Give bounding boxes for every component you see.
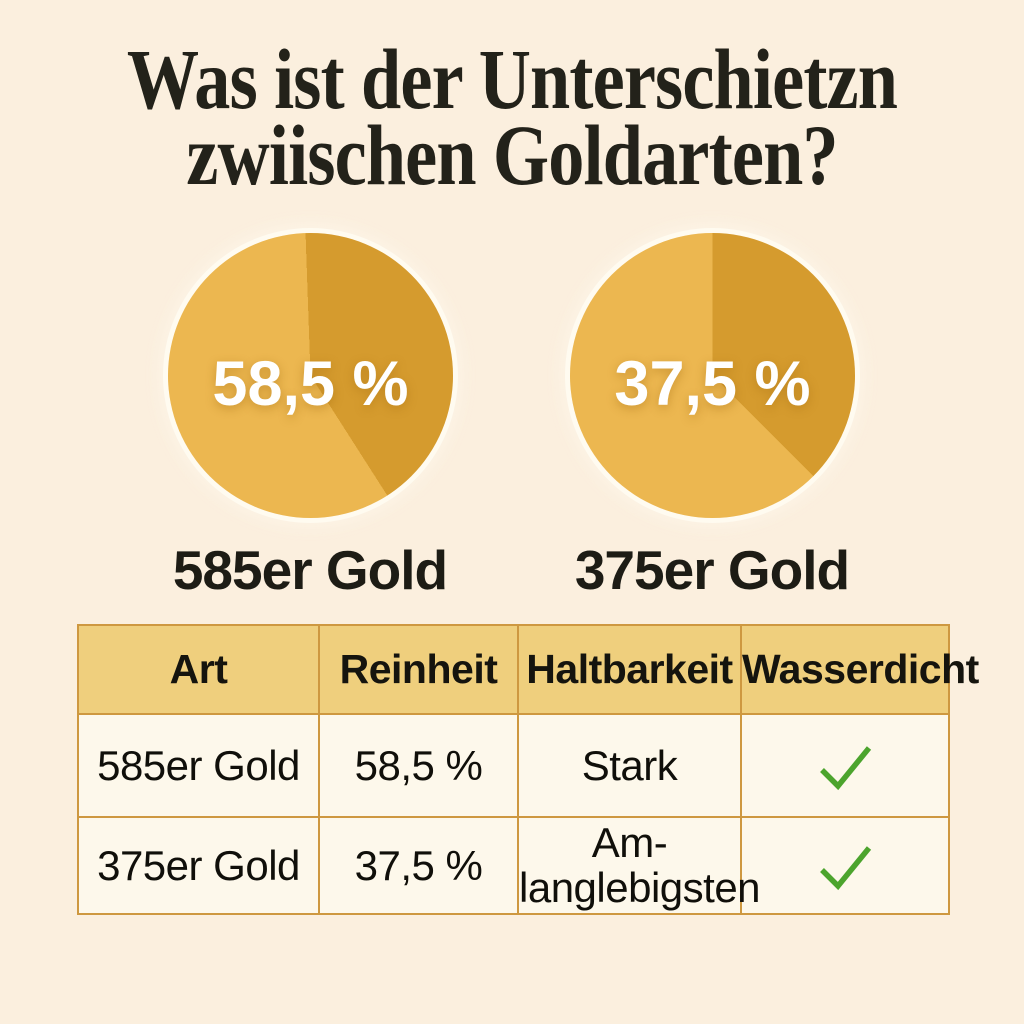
cell-art: 375er Gold <box>77 816 320 915</box>
check-icon <box>820 846 872 891</box>
pie-chart-585er-gold: 58,5 % <box>168 233 453 518</box>
gold-comparison-table: Art Reinheit Haltbarkeit Wasserdicht 585… <box>77 624 979 915</box>
pie-chart-375er-gold: 37,5 % <box>570 233 855 518</box>
pie-caption-585er-gold: 585er Gold <box>172 539 448 601</box>
cell-reinheit: 58,5 % <box>318 713 519 818</box>
cell-haltbarkeit: Am- langlebigsten <box>517 816 761 915</box>
page-title-line1: Was ist der Unterschietzn <box>126 31 898 127</box>
cell-haltbarkeit: Stark <box>517 713 742 818</box>
column-header-haltbarkeit: Haltbarkeit <box>517 624 742 715</box>
column-header-art: Art <box>77 624 320 715</box>
pie-caption-375er-gold: 375er Gold <box>574 539 850 601</box>
cell-reinheit: 37,5 % <box>318 816 519 915</box>
check-icon <box>820 746 872 791</box>
cell-wasserdicht <box>740 713 950 818</box>
cell-wasserdicht <box>740 816 950 915</box>
pie-center-label: 37,5 % <box>614 348 811 419</box>
table-row: 375er Gold 37,5 % Am- langlebigsten <box>77 816 950 915</box>
page-title-line2: zwiischen Goldarten? <box>186 106 838 203</box>
column-header-wasserdicht: Wasserdicht <box>740 624 979 715</box>
page-title: Was ist der Unterschietzn zwiischen Gold… <box>0 31 1024 203</box>
column-header-reinheit: Reinheit <box>318 624 519 715</box>
table-header-row: Art Reinheit Haltbarkeit Wasserdicht <box>77 624 979 715</box>
table-row: 585er Gold 58,5 % Stark <box>77 713 950 818</box>
pie-center-label: 58,5 % <box>212 348 409 419</box>
cell-art: 585er Gold <box>77 713 320 818</box>
